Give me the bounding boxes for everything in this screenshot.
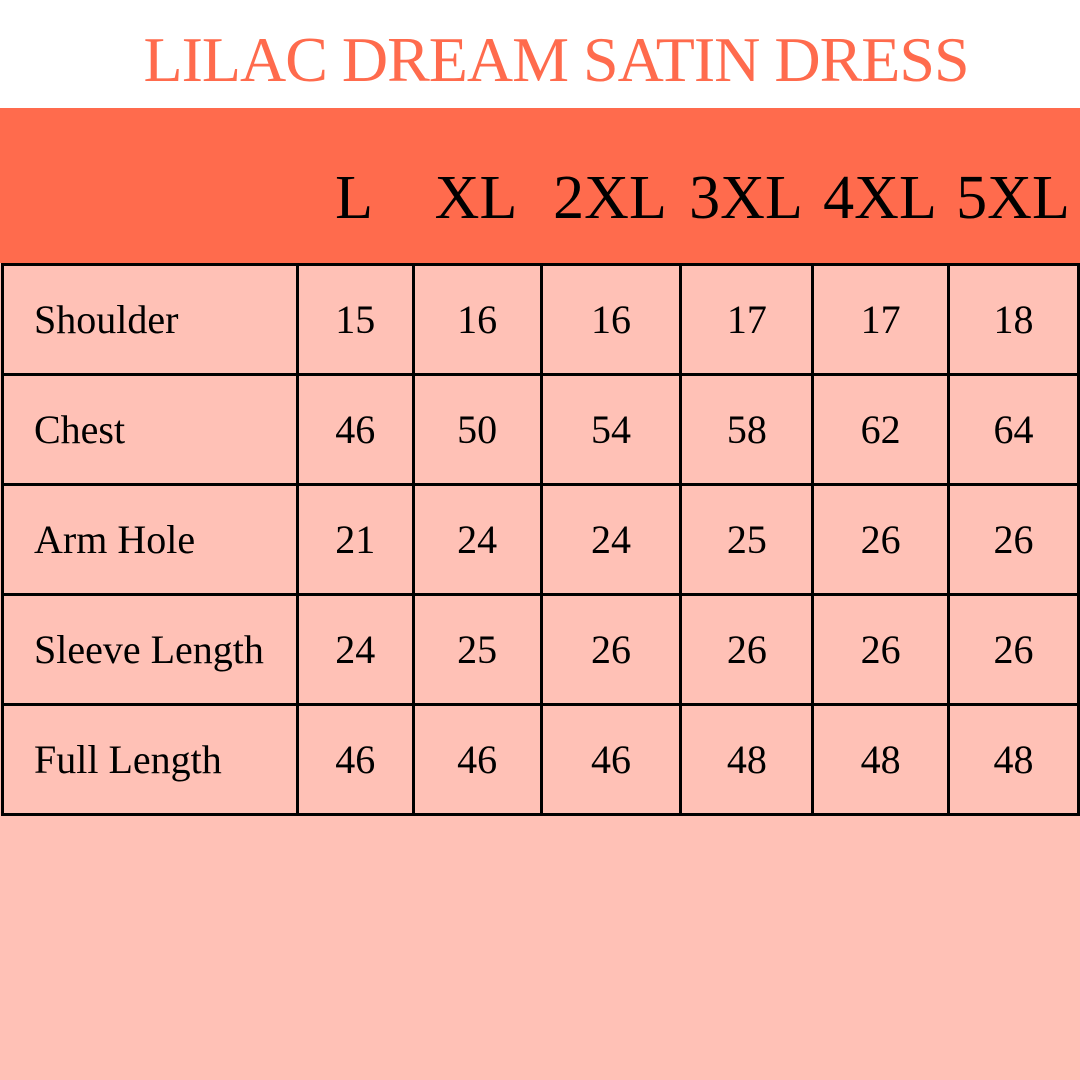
page-title: LILAC DREAM SATIN DRESS xyxy=(143,24,969,95)
table-row: Arm Hole 21 24 24 25 26 26 xyxy=(1,483,1080,596)
table-row: Sleeve Length 24 25 26 26 26 26 xyxy=(1,593,1080,706)
measurement-value: 16 xyxy=(539,263,683,376)
measurement-value: 26 xyxy=(811,593,951,706)
size-header: 5XL xyxy=(956,164,1070,232)
measurement-label: Chest xyxy=(1,373,299,486)
measurement-value: 26 xyxy=(539,593,683,706)
measurement-value: 46 xyxy=(295,703,415,816)
measurement-value: 17 xyxy=(679,263,815,376)
measurement-label: Full Length xyxy=(1,703,299,816)
measurement-label: Sleeve Length xyxy=(1,593,299,706)
measurement-value: 18 xyxy=(947,263,1080,376)
measurement-value: 24 xyxy=(295,593,415,706)
size-header: 3XL xyxy=(689,164,803,232)
measurement-value: 25 xyxy=(679,483,815,596)
measurement-value: 26 xyxy=(947,483,1080,596)
measurement-value: 62 xyxy=(811,373,951,486)
size-header: 2XL xyxy=(553,164,667,232)
size-header: L xyxy=(335,164,373,232)
table-row: Full Length 46 46 46 48 48 48 xyxy=(1,703,1080,816)
measurement-value: 50 xyxy=(411,373,543,486)
measurement-value: 25 xyxy=(411,593,543,706)
measurement-value: 17 xyxy=(811,263,951,376)
measurement-label: Arm Hole xyxy=(1,483,299,596)
measurement-value: 15 xyxy=(295,263,415,376)
measurement-value: 58 xyxy=(679,373,815,486)
measurement-value: 24 xyxy=(539,483,683,596)
measurement-value: 46 xyxy=(411,703,543,816)
title-area xyxy=(0,0,1080,108)
measurement-label: Shoulder xyxy=(1,263,299,376)
size-chart-table: Shoulder 15 16 16 17 17 18 Chest 46 50 54 58 62 64 Arm… xyxy=(1,263,1080,816)
measurement-value: 46 xyxy=(539,703,683,816)
measurement-value: 26 xyxy=(811,483,951,596)
size-header-band xyxy=(0,108,1080,263)
measurement-value: 54 xyxy=(539,373,683,486)
table-row: Shoulder 15 16 16 17 17 18 xyxy=(1,263,1080,376)
size-header: XL xyxy=(434,164,518,232)
table-row: Chest 46 50 54 58 62 64 xyxy=(1,373,1080,486)
measurement-value: 16 xyxy=(411,263,543,376)
measurement-value: 48 xyxy=(679,703,815,816)
measurement-value: 64 xyxy=(947,373,1080,486)
measurement-value: 26 xyxy=(679,593,815,706)
measurement-value: 24 xyxy=(411,483,543,596)
measurement-value: 46 xyxy=(295,373,415,486)
measurement-value: 21 xyxy=(295,483,415,596)
measurement-value: 48 xyxy=(947,703,1080,816)
size-header: 4XL xyxy=(823,164,937,232)
measurement-value: 48 xyxy=(811,703,951,816)
measurement-value: 26 xyxy=(947,593,1080,706)
